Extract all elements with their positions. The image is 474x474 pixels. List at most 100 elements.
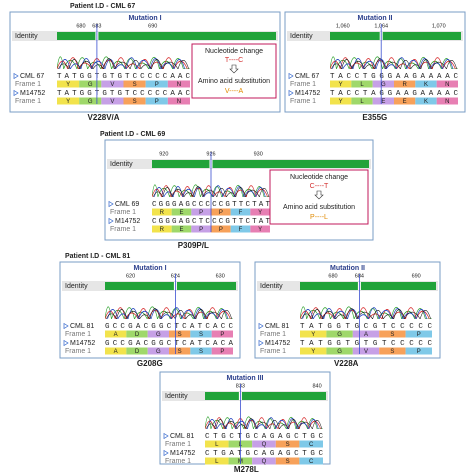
amino-acid-cell [147,347,169,355]
amino-acid-cell [145,97,168,105]
amino-acid-change: V----A [225,88,244,95]
row-icon [13,89,19,97]
sequence: TATGGTGTGTCCCCC [300,340,432,348]
sequence: CTGCTGCAGAGCTGC [205,433,323,441]
frame-label: Frame 1 [65,348,91,355]
amino-acid-cell [152,225,172,233]
amino-acid-cell [191,225,211,233]
amino-acid-cell [167,80,190,88]
amino-acid: V [110,82,114,88]
amino-acid: G [381,82,386,88]
amino-acid-cell [405,347,432,355]
row-icon [288,89,294,97]
amino-acid-cell [415,97,437,105]
panel-caption: V228V/A [88,113,120,122]
amino-acid-cell [379,330,406,338]
frame-label: Frame 1 [290,98,316,105]
amino-acid: S [133,99,137,105]
amino-acid: Y [66,82,70,88]
amino-acid-cell [415,80,437,88]
amino-acid: S [199,332,203,338]
identity-bar [152,160,369,168]
panel-title: Mutation I [133,265,166,272]
panel-caption: E355G [362,113,387,122]
section-title: Patient I.D - CML 67 [70,3,135,10]
amino-acid-cell [205,457,229,465]
frame-label: Frame 1 [110,209,136,216]
amino-acid: P [155,99,159,105]
amino-acid: Y [66,99,70,105]
amino-acid-cell [205,440,229,448]
amino-acid: R [160,210,165,216]
amino-acid-cell [57,97,80,105]
amino-acid-cell [372,97,394,105]
ruler-label: 930 [254,151,263,157]
amino-acid-cell [300,330,327,338]
sequence: GCCGACGGCTCATCACC [105,323,233,331]
panel-caption: P309P/L [178,241,209,250]
amino-acid-cell [252,440,276,448]
amino-acid: V [110,99,114,105]
ruler-label: 920 [159,151,168,157]
row-icon [63,322,69,330]
amino-acid: K [424,99,428,105]
ruler-label: 840 [313,383,322,389]
panel-caption: V228A [334,359,359,368]
amino-acid: E [381,99,385,105]
amino-acid-change: P----L [310,214,328,221]
amino-acid-cell [101,97,124,105]
panel-title: Mutation II [330,265,365,272]
amino-acid: S [178,332,182,338]
row-icon [163,432,169,440]
amino-acid: C [309,459,314,465]
amino-acid: Y [258,227,262,233]
amino-acid-cell [351,80,373,88]
panel-border [159,371,331,465]
row-icon [258,339,264,347]
frame-label: Frame 1 [165,441,191,448]
identity-bar [57,32,276,40]
amino-acid-cell [330,97,352,105]
amino-acid-cell [436,80,458,88]
amino-acid: Y [311,332,315,338]
amino-acid-cell [79,97,102,105]
panel: 920926930IdentityCML 69CGGGAGCCCCCGTTCTA… [104,139,374,250]
annotation-heading: Nucleotide change [205,48,263,55]
amino-acid-cell [330,80,352,88]
identity-bar [300,282,436,290]
row-name: M14752 [70,340,95,347]
sequence: CTGATGCAGAGCTGC [205,450,323,458]
amino-acid: P [199,210,203,216]
amino-acid-cell [250,208,270,216]
sequence: TATGGTGCGTCCCCC [300,323,432,331]
identity-bar [205,392,326,400]
section-title: Patient I.D - CML 69 [100,131,165,138]
amino-acid: A [114,349,118,355]
nucleotide-change: C----T [310,183,329,190]
amino-acid-cell [275,457,300,465]
frame-label: Frame 1 [290,81,316,88]
amino-acid-cell [211,225,231,233]
amino-acid-cell [352,330,380,338]
down-arrow [229,64,239,74]
row-name: M14752 [265,340,290,347]
amino-acid-cell [152,208,172,216]
amino-acid-cell [79,80,102,88]
panel-title: Mutation I [128,15,161,22]
amino-acid: N [445,82,449,88]
row-name: M14752 [295,90,320,97]
amino-acid: Q [262,459,267,465]
amino-acid: S [390,332,394,338]
amino-acid: R [160,227,165,233]
amino-acid: Q [262,442,267,448]
identity-label: Identity [260,283,283,290]
frame-label: Frame 1 [165,458,191,465]
row-icon [13,72,19,80]
amino-acid-cell [191,208,211,216]
amino-acid-cell [105,347,127,355]
row-icon [108,200,114,208]
row-name: M14752 [20,90,45,97]
amino-acid: D [135,332,140,338]
sequence: GCCGACGGCTCATCACA [105,340,233,348]
amino-acid-cell [299,457,323,465]
